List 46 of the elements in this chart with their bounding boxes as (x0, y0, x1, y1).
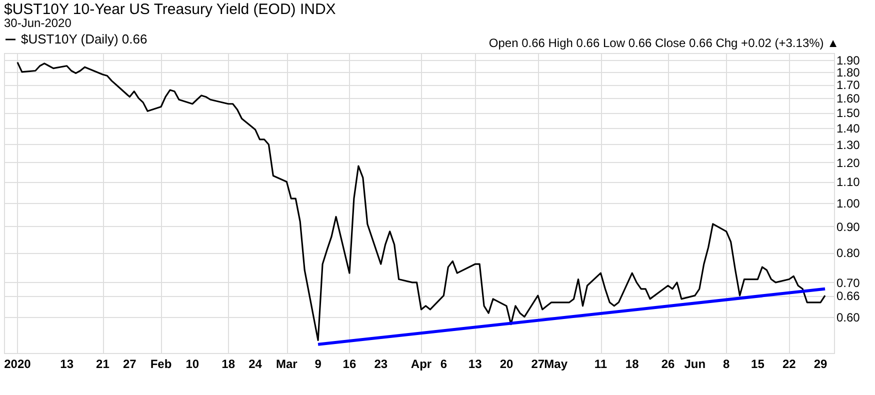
y-tick-label: 1.20 (836, 156, 860, 170)
x-tick-label: Feb (150, 357, 172, 371)
y-tick-label: 1.30 (836, 138, 860, 152)
y-tick-label: 1.40 (836, 121, 860, 136)
x-tick-label: 27 (531, 357, 545, 371)
x-tick-label: 9 (314, 357, 322, 371)
y-tick-label: 0.66 (836, 289, 860, 304)
chart-title: $UST10Y 10-Year US Treasury Yield (EOD) INDX (4, 1, 336, 18)
x-tick-label: 23 (374, 357, 388, 371)
y-tick-label: 1.90 (836, 53, 860, 68)
x-tick-label: 8 (722, 357, 730, 371)
x-tick-label: 2020 (4, 357, 32, 371)
x-tick-label: 11 (594, 357, 608, 371)
y-tick-label: 0.90 (836, 220, 860, 234)
line-series (16, 61, 826, 342)
x-tick-label: Apr (410, 357, 432, 371)
x-tick-label: Mar (276, 357, 298, 371)
y-tick-label: 1.70 (836, 78, 860, 92)
x-tick-label: 18 (625, 357, 640, 371)
legend-label: $UST10Y (Daily) 0.66 (21, 32, 148, 46)
x-tick-label: 21 (96, 357, 110, 371)
y-tick-label: 1.10 (836, 175, 860, 190)
x-tick-label: 13 (468, 357, 482, 371)
x-tick-label: May (544, 357, 568, 371)
x-tick-label: 10 (186, 357, 200, 371)
x-tick-label: 16 (342, 357, 356, 371)
chart-subtitle: 30-Jun-2020 (4, 16, 72, 30)
x-tick-label: 26 (661, 357, 675, 371)
x-tick-label: 15 (751, 357, 765, 371)
x-tick-label: 20 (500, 357, 514, 371)
x-tick-label: 6 (440, 357, 448, 371)
y-tick-label: 1.60 (836, 92, 860, 106)
y-tick-label: 0.70 (836, 276, 860, 290)
x-tick-label: 18 (222, 357, 236, 371)
x-tick-label: 27 (122, 357, 137, 371)
text: Open 0.66 High 0.66 Low 0.66 Close 0.66 Chg +0.02 (+3.13%) ▲ (488, 36, 839, 50)
y-tick-label: 1.50 (836, 106, 860, 120)
y-tick-label: 0.60 (836, 310, 860, 324)
x-tick-label: 22 (782, 357, 796, 371)
x-tick-label: 24 (248, 357, 262, 371)
y-tick-label: 1.80 (836, 65, 860, 80)
x-tick-label: Jun (684, 357, 706, 371)
y-tick-label: 0.80 (836, 246, 860, 260)
y-tick-label: 1.00 (836, 196, 860, 210)
x-tick-label: 29 (814, 357, 828, 371)
x-tick-label: 13 (60, 357, 74, 371)
